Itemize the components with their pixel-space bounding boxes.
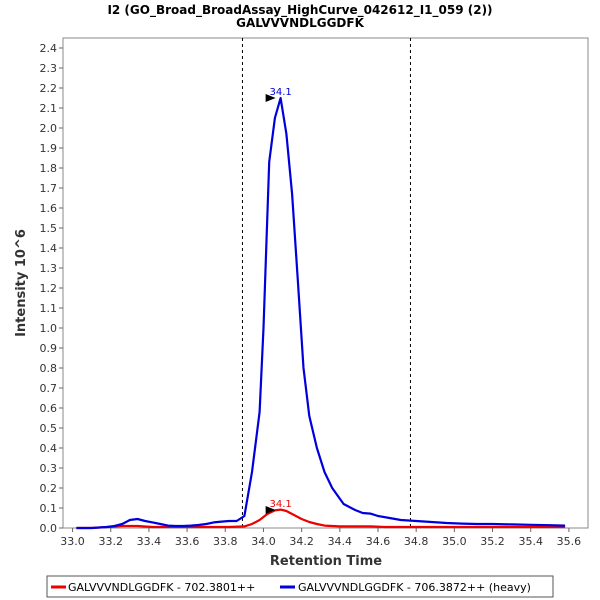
y-tick-label: 0.3	[40, 462, 58, 475]
y-tick-label: 0.5	[40, 422, 58, 435]
legend-label-heavy: GALVVVNDLGGDFK - 706.3872++ (heavy)	[298, 581, 531, 594]
x-tick-label: 34.8	[404, 535, 429, 548]
y-tick-label: 0.2	[40, 482, 58, 495]
x-tick-label: 35.4	[518, 535, 543, 548]
chart-subtitle: GALVVVNDLGGDFK	[236, 16, 365, 30]
y-tick-label: 0.0	[40, 522, 58, 535]
y-tick-label: 1.5	[40, 222, 58, 235]
y-tick-label: 1.2	[40, 282, 58, 295]
y-tick-label: 0.8	[40, 362, 58, 375]
y-tick-label: 0.9	[40, 342, 58, 355]
y-tick-label: 2.1	[40, 102, 58, 115]
y-tick-label: 0.6	[40, 402, 58, 415]
x-tick-label: 33.4	[137, 535, 162, 548]
y-tick-label: 1.8	[40, 162, 58, 175]
y-axis-label: Intensity 10^6	[14, 229, 29, 337]
x-tick-label: 33.2	[98, 535, 123, 548]
x-tick-label: 34.4	[328, 535, 353, 548]
plot-area-frame	[62, 37, 589, 529]
y-tick-label: 1.4	[40, 242, 58, 255]
integration-bounds	[241, 38, 411, 528]
legend: GALVVVNDLGGDFK - 702.3801++ GALVVVNDLGGD…	[46, 575, 554, 598]
x-tick-label: 33.0	[60, 535, 85, 548]
peak-label: 34.1	[270, 87, 292, 98]
series-line-heavy	[76, 96, 566, 530]
peak-annotations: 34.1 34.1	[265, 87, 292, 514]
y-tick-label: 1.6	[40, 202, 58, 215]
peak-marker	[265, 506, 276, 514]
y-axis: 0.0 0.1 0.2 0.3 0.4 0.5 0.6 0.7 0.8 0.9 1.0 1.1 1.2 1…	[40, 42, 63, 535]
peak-label: 34.1	[270, 499, 292, 510]
x-tick-label: 34.2	[289, 535, 314, 548]
y-tick-label: 2.4	[40, 42, 58, 55]
x-tick-label: 33.8	[213, 535, 238, 548]
y-tick-label: 1.0	[40, 322, 58, 335]
peak-marker	[265, 94, 276, 102]
x-tick-label: 34.0	[251, 535, 276, 548]
y-tick-label: 0.7	[40, 382, 58, 395]
y-tick-label: 2.3	[40, 62, 58, 75]
y-tick-label: 1.7	[40, 182, 58, 195]
x-axis-label: Retention Time	[270, 554, 382, 569]
y-tick-label: 2.0	[40, 122, 58, 135]
x-tick-label: 33.6	[175, 535, 200, 548]
y-tick-label: 2.2	[40, 82, 58, 95]
legend-label-light: GALVVVNDLGGDFK - 702.3801++	[68, 581, 255, 594]
y-tick-label: 0.1	[40, 502, 58, 515]
x-tick-label: 35.6	[557, 535, 582, 548]
y-tick-label: 0.4	[40, 442, 58, 455]
x-tick-label: 35.2	[480, 535, 505, 548]
x-tick-label: 35.0	[442, 535, 467, 548]
y-tick-label: 1.3	[40, 262, 58, 275]
y-tick-label: 1.9	[40, 142, 58, 155]
y-tick-label: 1.1	[40, 302, 58, 315]
x-axis: 33.0 33.2 33.4 33.6 33.8 34.0 34.2 34.4 34.6 34.8…	[60, 528, 581, 548]
series-layer	[76, 96, 566, 530]
chart-title: I2 (GO_Broad_BroadAssay_HighCurve_042612…	[107, 3, 492, 18]
x-tick-label: 34.6	[366, 535, 391, 548]
series-line-light	[76, 508, 566, 530]
legend-frame	[46, 575, 554, 598]
